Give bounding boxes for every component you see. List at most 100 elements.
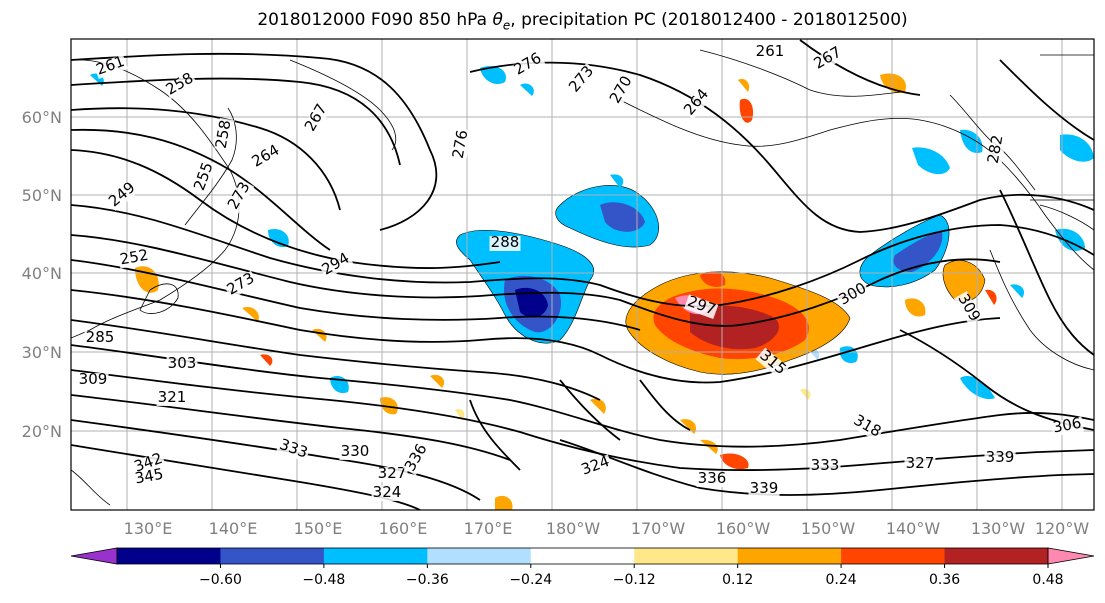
- lat-label: 40°N: [22, 264, 62, 283]
- contour-label-bg: [166, 357, 198, 372]
- lon-label: 150°W: [801, 519, 856, 538]
- colorbar-segment: [323, 548, 428, 564]
- lon-label: 170°E: [464, 519, 513, 538]
- contour-label-bg: [224, 270, 259, 300]
- colorbar-segment: [944, 548, 1049, 564]
- contour-label-bg: [132, 467, 166, 488]
- colorbar-tick-label: −0.12: [613, 572, 656, 588]
- colorbar-segment: [530, 548, 635, 564]
- contour-label-bg: [339, 445, 371, 460]
- lat-label: 20°N: [22, 422, 62, 441]
- lat-label: 30°N: [22, 343, 62, 362]
- contour-label-bg: [681, 86, 714, 120]
- lon-label: 130°W: [971, 519, 1026, 538]
- contour-label-bg: [225, 179, 255, 214]
- contour-label-bg: [684, 294, 719, 320]
- contour-label-bg: [1050, 416, 1084, 437]
- colorbar-border: [116, 547, 1049, 565]
- lon-label: 160°E: [379, 519, 428, 538]
- contour-label: 339: [750, 479, 779, 497]
- contour-label: 333: [811, 456, 840, 474]
- contour-label-bg: [249, 142, 284, 172]
- colorbar-segment: [841, 548, 946, 564]
- contour-label-bg: [986, 132, 1007, 166]
- colorbar-tick-label: 0.48: [1032, 572, 1063, 588]
- colorbar-tick-label: 0.12: [722, 572, 753, 588]
- lon-label: 160°W: [716, 519, 771, 538]
- contour-label-bg: [511, 50, 546, 80]
- contour-label-bg: [276, 437, 311, 463]
- contour-label-bg: [809, 459, 841, 474]
- contour-label: 282: [984, 133, 1007, 164]
- contour-label-bg: [319, 250, 354, 280]
- contour-label: 324: [373, 483, 402, 501]
- contour-label-bg: [93, 54, 128, 80]
- colorbar-tick-label: −0.24: [509, 572, 552, 588]
- contour-label: 276: [449, 128, 472, 159]
- contour-label-bg: [371, 486, 403, 501]
- contour-label: 330: [341, 442, 370, 460]
- contour-label-bg: [748, 482, 780, 497]
- latitude-labels: 60°N 50°N 40°N 30°N 20°N: [22, 108, 62, 441]
- lon-label: 130°E: [124, 519, 173, 538]
- contour-label: 288: [491, 233, 520, 251]
- contour-label: 258: [212, 118, 235, 149]
- contour-label: 327: [906, 454, 935, 472]
- contour-label-bg: [755, 347, 789, 380]
- lon-label: 140°E: [209, 519, 258, 538]
- colorbar-segment: [117, 548, 221, 564]
- contour-label-bg: [696, 472, 728, 487]
- colorbar-extend-high: [1047, 547, 1095, 565]
- colorbar-extend-low: [70, 547, 118, 565]
- contour-label-bg: [811, 44, 846, 74]
- contour-label: 252: [118, 246, 149, 269]
- contour-label: 345: [133, 465, 164, 488]
- contour-label-bg: [302, 101, 332, 136]
- contour-label-bg: [163, 70, 198, 100]
- contour-label: 261: [756, 42, 785, 60]
- lon-label: 150°E: [294, 519, 343, 538]
- colorbar: −0.60 −0.48 −0.36 −0.24 −0.12 0.12 0.24 0.36 0.4…: [70, 547, 1095, 588]
- colorbar-tick-label: −0.36: [406, 572, 449, 588]
- contour-label-bg: [376, 467, 408, 482]
- contour-label-bg: [904, 457, 936, 472]
- contour-label: 303: [168, 354, 197, 372]
- contour-label-bg: [402, 441, 432, 476]
- contour-label-bg: [953, 291, 983, 326]
- contour-label-bg: [214, 117, 235, 151]
- contour-label: 309: [79, 370, 108, 388]
- contour-label-bg: [117, 248, 151, 269]
- contour-label: 336: [698, 469, 727, 487]
- lat-label: 60°N: [22, 108, 62, 127]
- contour-label-bg: [77, 373, 109, 388]
- contour-label-bg: [106, 179, 140, 212]
- contour-label-bg: [489, 236, 521, 251]
- contour-label-bg: [131, 451, 166, 477]
- lon-label: 170°W: [631, 519, 686, 538]
- contour-label-bg: [192, 159, 218, 194]
- colorbar-tick-label: −0.48: [302, 572, 345, 588]
- contour-label: 285: [86, 328, 115, 346]
- lon-label: 140°W: [886, 519, 941, 538]
- colorbar-tick-label: 0.36: [929, 572, 960, 588]
- contour-label-bg: [836, 280, 871, 310]
- contour-label: 327: [378, 464, 407, 482]
- colorbar-tick-label: −0.60: [199, 572, 242, 588]
- contour-label: 306: [1051, 414, 1082, 437]
- colorbar-segment: [634, 548, 739, 564]
- map-title: 2018012000 F090 850 hPa θe, precipitatio…: [257, 10, 908, 33]
- contour-label-bg: [754, 45, 786, 60]
- contour-label-bg: [566, 63, 599, 97]
- contour-label-bg: [84, 331, 116, 346]
- contour-label-bg: [849, 412, 884, 442]
- contour-label-bg: [156, 391, 188, 406]
- contour-label-bg: [607, 73, 637, 108]
- contour-label-bg: [451, 127, 472, 161]
- theta-e-contours: [71, 39, 1094, 510]
- contour-label: 339: [986, 448, 1015, 466]
- longitude-labels: 130°E 140°E 150°E 160°E 170°E 180°W 170°…: [124, 519, 1090, 538]
- lon-label: 120°W: [1035, 519, 1090, 538]
